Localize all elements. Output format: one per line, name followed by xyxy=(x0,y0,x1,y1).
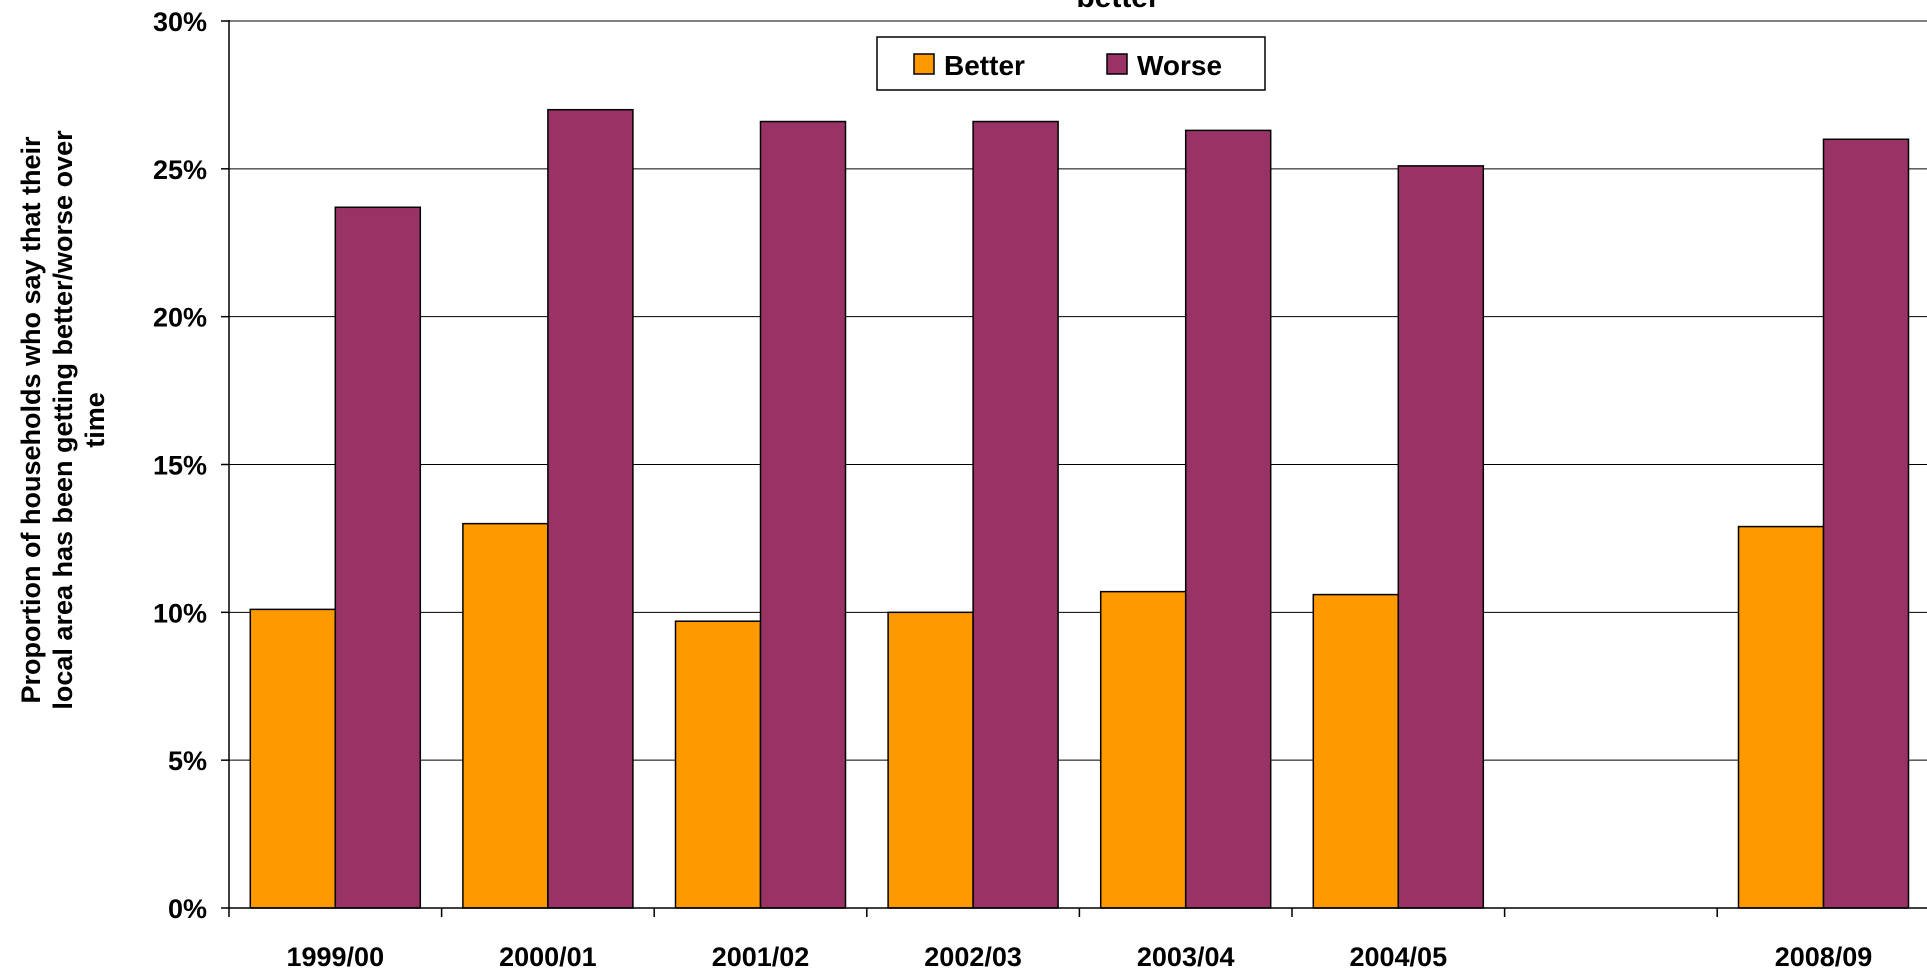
y-tick-labels: 0% 5% 10% 15% 20% 25% 30% xyxy=(153,7,207,924)
x-tick-labels: 1999/00 2000/01 2001/02 2002/03 2003/04 2004/… xyxy=(286,942,1872,970)
x-tick-label: 2000/01 xyxy=(499,942,597,970)
x-tick-label: 2004/05 xyxy=(1349,942,1447,970)
chart-title: better xyxy=(1076,0,1160,14)
bar-worse-2004-05 xyxy=(1397,165,1485,909)
y-axis-title-text: Proportion of households who say that th… xyxy=(16,130,110,710)
legend: Better Worse xyxy=(876,36,1266,91)
bar-worse-2002-03 xyxy=(972,120,1059,909)
y-axis-title-line: Proportion of households who say that th… xyxy=(16,136,46,704)
bar-better-2002-03 xyxy=(887,611,974,909)
axes xyxy=(221,20,1927,917)
legend-swatch-worse xyxy=(1106,53,1128,75)
legend-box xyxy=(876,36,1266,91)
bar-worse-2003-04 xyxy=(1184,129,1272,909)
bar-worse-2001-02 xyxy=(759,120,847,909)
y-tick-label: 0% xyxy=(168,894,207,924)
y-tick-label: 20% xyxy=(153,303,207,333)
y-tick-label: 15% xyxy=(153,451,207,481)
y-axis-title: Proportion of households who say that th… xyxy=(16,130,110,710)
y-axis-title-line: local area has been getting better/worse… xyxy=(48,130,78,710)
y-tick-label: 10% xyxy=(153,598,207,628)
y-tick-label: 30% xyxy=(153,7,207,37)
bar-better-2003-04 xyxy=(1099,590,1187,909)
y-axis-title-line: time xyxy=(80,392,110,448)
bar-better-2004-05 xyxy=(1312,593,1400,909)
y-tick-label: 25% xyxy=(153,155,207,185)
legend-label-worse: Worse xyxy=(1137,50,1222,81)
x-tick-label: 2002/03 xyxy=(924,942,1022,970)
x-tick-label: 2001/02 xyxy=(712,942,810,970)
legend-label-better: Better xyxy=(944,50,1025,81)
x-tick-label: 1999/00 xyxy=(286,942,384,970)
y-tick-label: 5% xyxy=(168,746,207,776)
bar-worse-1999-00 xyxy=(334,206,422,909)
bar-better-2008-09 xyxy=(1737,525,1825,909)
bars xyxy=(249,108,1910,909)
bar-better-1999-00 xyxy=(249,608,337,909)
legend-swatch-better xyxy=(913,53,935,75)
x-tick-label: 2008/09 xyxy=(1775,942,1873,970)
x-tick-label: 2003/04 xyxy=(1137,942,1235,970)
bar-better-2001-02 xyxy=(674,620,762,909)
bar-better-2000-01 xyxy=(462,522,549,909)
bar-worse-2000-01 xyxy=(547,108,634,909)
bar-worse-2008-09 xyxy=(1822,138,1910,909)
